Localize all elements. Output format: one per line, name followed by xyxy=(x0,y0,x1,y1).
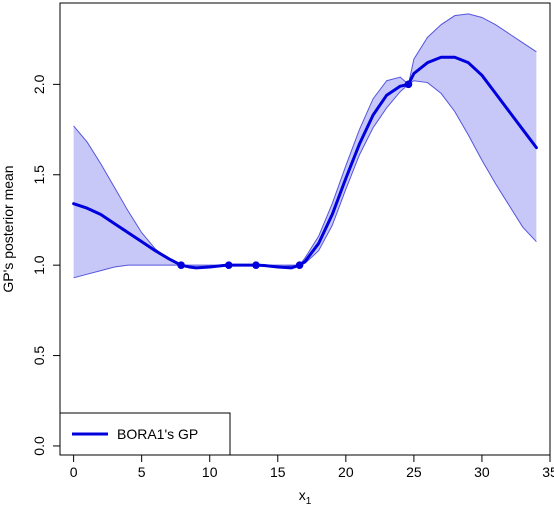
x-axis-title: x1 xyxy=(299,487,312,507)
x-tick-label: 35 xyxy=(542,464,554,480)
credible-band-layer xyxy=(74,14,537,278)
x-tick-label: 5 xyxy=(138,464,146,480)
x-tick-label: 10 xyxy=(202,464,218,480)
x-tick-label: 15 xyxy=(270,464,286,480)
y-tick-label: 1.0 xyxy=(31,255,47,275)
y-tick-label: 0.5 xyxy=(31,346,47,366)
legend-label: BORA1's GP xyxy=(117,426,198,442)
observation-point xyxy=(225,261,233,269)
y-axis-title: GP's posterior mean xyxy=(0,165,16,292)
x-tick-label: 0 xyxy=(70,464,78,480)
credible-band-area xyxy=(74,14,537,278)
x-tick-label: 25 xyxy=(406,464,422,480)
x-tick-label: 30 xyxy=(474,464,490,480)
observation-point xyxy=(177,261,185,269)
x-axis-title-subscript: 1 xyxy=(306,496,312,507)
y-tick-label: 0.0 xyxy=(31,436,47,456)
observation-point xyxy=(252,261,260,269)
legend: BORA1's GP xyxy=(60,413,230,455)
y-tick-label: 2.0 xyxy=(31,74,47,94)
x-axis-title-main: x xyxy=(299,487,306,503)
x-axis: 0 5 10 15 20 25 30 35 xyxy=(70,455,554,480)
y-tick-label: 1.5 xyxy=(31,165,47,185)
y-axis: 0.0 0.5 1.0 1.5 2.0 xyxy=(31,74,60,455)
observation-point xyxy=(405,81,413,89)
x-tick-label: 20 xyxy=(338,464,354,480)
observation-point xyxy=(296,261,304,269)
